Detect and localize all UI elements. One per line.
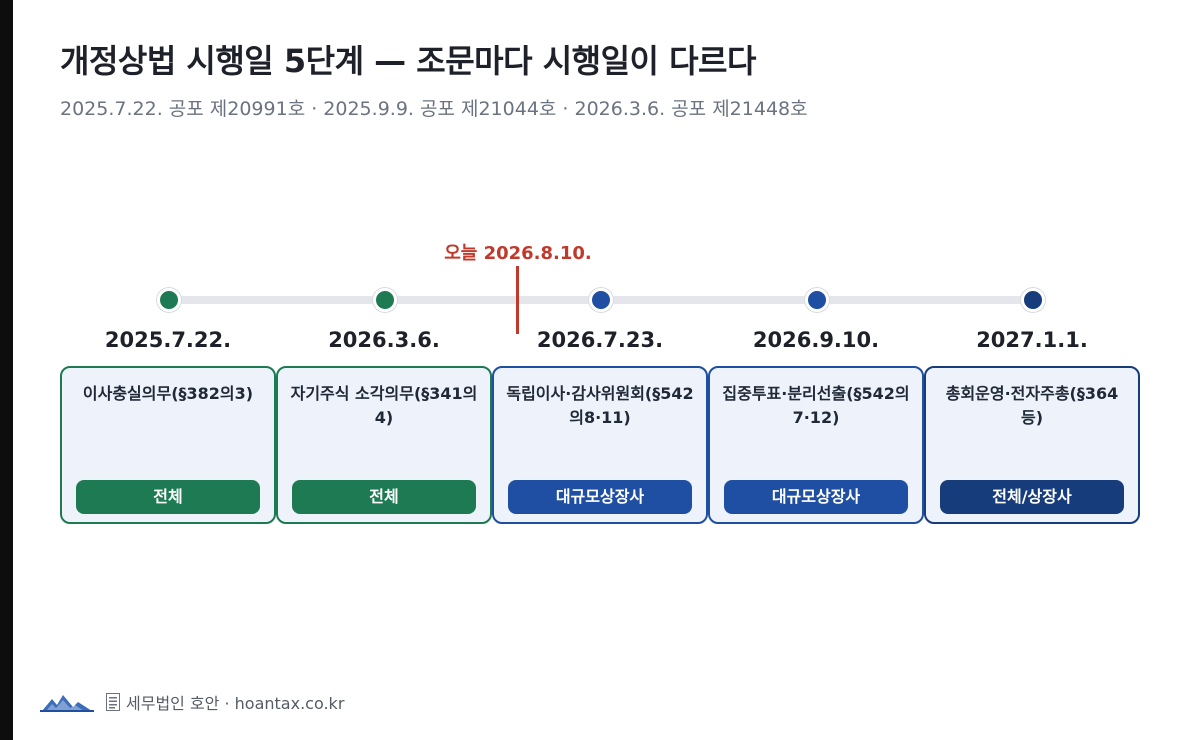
- milestone-card-3: 독립이사·감사위원회(§542의8·11) 대규모상장사: [492, 366, 708, 524]
- milestone-title-5: 총회운영·전자주총(§364 등): [945, 384, 1119, 427]
- milestone-card-2: 자기주식 소각의무(§341의4) 전체: [276, 366, 492, 524]
- milestone-date-3: 2026.7.23.: [536, 328, 664, 352]
- footer: 세무법인 호안 · hoantax.co.kr: [40, 688, 344, 716]
- milestone-title-3: 독립이사·감사위원회(§542의8·11): [506, 384, 694, 427]
- milestone-dot-3: [589, 288, 613, 312]
- milestone-dot-5: [1021, 288, 1045, 312]
- today-label: 오늘 2026.8.10.: [444, 243, 592, 264]
- milestone-title-2: 자기주식 소각의무(§341의4): [290, 384, 478, 427]
- milestone-badge-4: 대규모상장사: [724, 480, 908, 514]
- milestone-date-1: 2025.7.22.: [104, 328, 232, 352]
- milestone-badge-1: 전체: [76, 480, 260, 514]
- milestone-badge-5: 전체/상장사: [940, 480, 1124, 514]
- milestone-dot-1: [157, 288, 181, 312]
- milestone-date-4: 2026.9.10.: [752, 328, 880, 352]
- milestone-badge-3: 대규모상장사: [508, 480, 692, 514]
- left-edge-bar: [0, 0, 13, 740]
- mountain-logo-icon: [40, 695, 94, 712]
- footer-text: 세무법인 호안 · hoantax.co.kr: [126, 694, 345, 713]
- milestone-dot-2: [373, 288, 397, 312]
- document-icon: [106, 693, 120, 711]
- milestone-card-4: 집중투표·분리선출(§542의7·12) 대규모상장사: [708, 366, 924, 524]
- milestone-title-4: 집중투표·분리선출(§542의7·12): [722, 384, 910, 427]
- milestone-title-1: 이사충실의무(§382의3): [82, 384, 254, 403]
- page-title: 개정상법 시행일 5단계 — 조문마다 시행일이 다르다: [60, 42, 756, 80]
- milestone-dot-4: [805, 288, 829, 312]
- milestone-card-5: 총회운영·전자주총(§364 등) 전체/상장사: [924, 366, 1140, 524]
- milestone-date-2: 2026.3.6.: [328, 328, 440, 352]
- page-subtitle: 2025.7.22. 공포 제20991호 · 2025.9.9. 공포 제21…: [60, 98, 808, 120]
- milestone-badge-2: 전체: [292, 480, 476, 514]
- milestone-date-5: 2027.1.1.: [976, 328, 1088, 352]
- milestone-card-1: 이사충실의무(§382의3) 전체: [60, 366, 276, 524]
- today-marker-line: [516, 266, 519, 334]
